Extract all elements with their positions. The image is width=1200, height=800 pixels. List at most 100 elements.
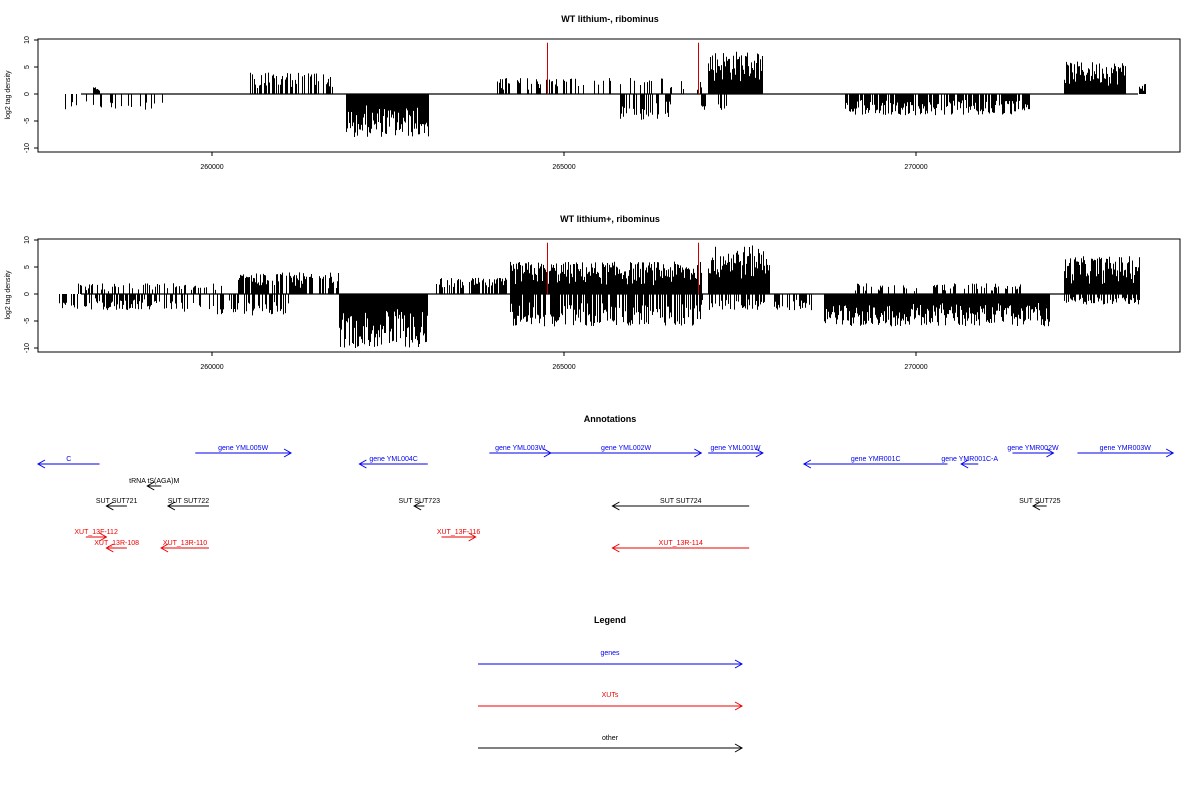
panel-2-xaxis: 260000 265000 270000 [200,352,928,371]
panel-1-ytick: 10 [24,36,31,44]
xut-feature-label: XUT_13R-110 [163,540,207,547]
panel-1-markers [547,42,699,94]
panel-2-ytick: 10 [24,236,31,244]
xut-feature-arrowhead [611,543,620,553]
other-feature: SUT SUT725 [1019,498,1061,511]
gene-feature-arrowhead [694,448,703,458]
other-feature-label: SUT SUT722 [168,498,210,505]
other-feature: tRNA tS(AGA)M [129,478,179,491]
gene-feature-label: gene YMR003W [1100,445,1152,452]
panel-2-bars [59,245,1140,348]
annotations-title: Annotations [584,414,637,424]
other-feature-label: tRNA tS(AGA)M [129,478,179,485]
xut-feature: XUT_13R-110 [160,540,209,553]
panel-2-title: WT lithium+, ribominus [560,214,660,224]
panel-1-bars [65,51,1146,138]
gene-feature: gene YMR003W [1077,445,1175,458]
legend-item-xuts: XUTs [478,692,744,711]
gene-feature-label: gene YMR001C [851,456,901,463]
panel-1-ytick: -5 [24,118,31,124]
panel-2-ytick: -5 [24,318,31,324]
panel-1-xtick: 265000 [552,164,575,171]
gene-feature-arrowhead [1046,448,1055,458]
gene-feature-arrowhead [36,459,46,469]
panel-2-xtick: 265000 [552,364,575,371]
other-feature-arrowhead [1031,501,1041,511]
gene-feature-label: gene YML004C [369,456,418,463]
gene-feature: gene YMR001C-A [941,456,998,469]
gene-feature: gene YML003W [489,445,552,458]
gene-feature: gene YML001W [708,445,764,458]
panel-1-xtick: 270000 [904,164,927,171]
xut-feature: XUT_13F-112 [74,529,118,542]
legend-arrowhead [734,659,744,669]
other-feature: SUT SUT721 [96,498,138,511]
panel-2-xtick: 260000 [200,364,223,371]
panel-1-xaxis: 260000 265000 270000 [200,152,928,171]
panel-2-yaxis: 10 5 0 -5 -10 [24,236,39,353]
gene-feature: gene YML004C [358,456,428,469]
other-feature-arrowhead [146,481,155,491]
panel-2-xtick: 270000 [904,364,927,371]
other-feature: SUT SUT722 [166,498,210,511]
other-feature: SUT SUT723 [398,498,440,511]
panel-1-ytick: 0 [24,92,31,96]
panel-1-title: WT lithium-, ribominus [561,14,659,24]
panel-lithium-minus: WT lithium-, ribominus log2 tag density … [5,14,1181,171]
gene-feature: C [36,456,100,469]
gene-feature: gene YML002W [550,445,703,458]
other-feature-arrowhead [413,501,422,511]
gene-feature-arrowhead [960,459,969,469]
xut-feature-label: XUT_13F-116 [437,529,481,536]
panel-1-ytick: 5 [24,65,31,69]
gene-feature-arrowhead [755,448,764,458]
gene-feature-arrowhead [1165,448,1175,458]
xut-feature-arrowhead [99,532,108,542]
gene-feature-label: gene YMR001C-A [941,456,998,463]
gene-feature-label: gene YML002W [601,445,651,452]
legend-arrowhead [734,701,744,711]
legend-arrowhead [734,743,744,753]
gene-feature-label: gene YML005W [218,445,268,452]
gene-feature-arrowhead [802,459,812,469]
xut-feature-label: XUT_13R-114 [659,540,703,547]
gene-feature-label: C [66,456,71,463]
gene-feature-arrowhead [283,448,293,458]
legend-label: XUTs [602,692,619,699]
panel-1-yaxis: 10 5 0 -5 -10 [24,36,39,153]
xut-feature-label: XUT_13F-112 [74,529,118,536]
xut-feature-arrowhead [105,543,114,553]
legend-title: Legend [594,615,626,625]
xut-feature: XUT_13R-114 [611,540,750,553]
gene-feature-label: gene YMR002W [1007,445,1059,452]
gene-feature: gene YML005W [195,445,293,458]
gene-feature: gene YMR001C [802,456,948,469]
gene-feature-label: gene YML001W [710,445,760,452]
legend-label: genes [600,650,620,657]
xut-feature: XUT_13F-116 [437,529,481,542]
other-feature-label: SUT SUT724 [660,498,702,505]
other-feature-arrowhead [105,501,114,511]
gene-feature-arrowhead [358,459,367,469]
legend: Legend genes XUTs other [478,615,744,753]
gene-feature-label: gene YML003W [495,445,545,452]
panel-2-ylabel: log2 tag density [5,270,12,320]
legend-item-genes: genes [478,650,744,669]
xut-feature: XUT_13R-108 [94,540,139,553]
xut-feature-arrowhead [160,543,169,553]
panel-1-xtick: 260000 [200,164,223,171]
other-feature-arrowhead [166,501,176,511]
panel-1-ylabel: log2 tag density [5,70,12,120]
other-feature-label: SUT SUT725 [1019,498,1061,505]
panel-1-ytick: -10 [24,143,31,153]
panel-2-ytick: 0 [24,292,31,296]
panel-2-markers [547,242,699,294]
panel-2-ytick: 5 [24,265,31,269]
legend-item-other: other [478,735,744,753]
other-feature-label: SUT SUT721 [96,498,138,505]
other-feature-label: SUT SUT723 [398,498,440,505]
other-feature: SUT SUT724 [611,498,750,511]
